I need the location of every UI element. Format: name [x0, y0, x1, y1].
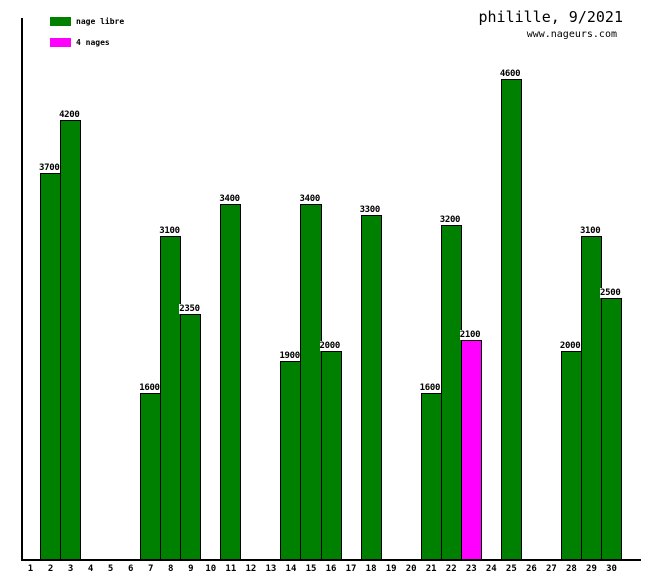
x-tick-label-25: 25	[505, 564, 517, 574]
legend: nage libre 4 nages	[50, 17, 124, 59]
x-tick-label-1: 1	[27, 564, 34, 574]
bar-day-29	[580, 236, 602, 560]
bar-day-7	[140, 393, 162, 560]
bar-day-8	[160, 236, 182, 560]
bar-value-label-day-30: 2500	[599, 288, 621, 298]
bar-day-9	[180, 314, 202, 560]
x-tick-label-14: 14	[285, 564, 297, 574]
x-tick-label-6: 6	[127, 564, 134, 574]
bar-value-label-day-2: 3700	[39, 163, 60, 173]
legend-label-nage-libre: nage libre	[76, 17, 125, 26]
x-tick-label-7: 7	[148, 564, 154, 574]
bar-value-label-day-21: 1600	[419, 383, 441, 393]
x-tick-label-29: 29	[586, 564, 597, 574]
y-axis-line	[21, 18, 23, 561]
bar-day-23	[460, 340, 482, 560]
bar-value-label-day-29: 3100	[579, 226, 601, 236]
x-tick-label-22: 22	[445, 564, 457, 574]
bar-value-label-day-3: 4200	[59, 110, 80, 120]
legend-swatch-magenta	[50, 38, 71, 47]
watermark-url: www.nageurs.com	[526, 29, 617, 40]
legend-item-4-nages: 4 nages	[50, 38, 124, 47]
x-tick-label-26: 26	[525, 564, 537, 574]
x-tick-label-30: 30	[606, 564, 617, 574]
x-tick-label-15: 15	[305, 564, 317, 574]
bar-value-label-day-23: 2100	[459, 330, 481, 340]
x-tick-label-8: 8	[168, 564, 174, 574]
x-tick-label-9: 9	[188, 564, 194, 574]
bar-value-label-day-22: 3200	[439, 215, 461, 225]
bar-day-11	[220, 204, 242, 560]
bar-day-14	[280, 361, 302, 560]
x-tick-label-18: 18	[365, 564, 377, 574]
x-tick-label-2: 2	[47, 564, 54, 574]
x-tick-label-23: 23	[465, 564, 477, 574]
x-tick-label-10: 10	[205, 564, 217, 574]
x-tick-label-16: 16	[325, 564, 337, 574]
bar-value-label-day-9: 2350	[179, 304, 200, 314]
x-tick-label-17: 17	[345, 564, 357, 574]
bar-day-3	[60, 120, 82, 560]
bar-day-16	[320, 351, 342, 560]
bar-day-25	[500, 79, 522, 560]
chart-title: philille, 9/2021	[478, 8, 624, 26]
bar-value-label-day-16: 2000	[319, 341, 340, 351]
bar-day-22	[440, 225, 462, 560]
bar-value-label-day-7: 1600	[139, 383, 160, 393]
bar-day-28	[560, 351, 582, 560]
bar-day-18	[360, 215, 382, 560]
x-tick-label-13: 13	[265, 564, 277, 574]
bar-day-21	[420, 393, 442, 560]
bar-value-label-day-14: 1900	[279, 351, 300, 361]
x-tick-label-12: 12	[245, 564, 257, 574]
bar-value-label-day-11: 3400	[219, 194, 240, 204]
x-tick-label-20: 20	[405, 564, 417, 574]
x-tick-label-27: 27	[545, 564, 557, 574]
legend-label-4-nages: 4 nages	[76, 38, 110, 47]
bar-value-label-day-18: 3300	[359, 205, 381, 215]
x-axis-line	[21, 559, 641, 561]
x-tick-label-21: 21	[425, 564, 437, 574]
legend-swatch-green	[50, 17, 71, 26]
legend-item-nage-libre: nage libre	[50, 17, 124, 26]
x-tick-label-11: 11	[225, 564, 237, 574]
x-tick-label-24: 24	[485, 564, 497, 574]
bar-value-label-day-25: 4600	[499, 69, 521, 79]
x-tick-label-19: 19	[385, 564, 397, 574]
x-tick-label-4: 4	[87, 564, 94, 574]
x-tick-label-3: 3	[67, 564, 74, 574]
bar-value-label-day-15: 3400	[299, 194, 320, 204]
x-tick-label-5: 5	[107, 564, 114, 574]
bar-value-label-day-28: 2000	[559, 341, 581, 351]
bar-day-2	[40, 173, 62, 560]
bar-day-30	[600, 298, 623, 560]
bar-day-15	[300, 204, 322, 560]
x-tick-label-28: 28	[566, 564, 577, 574]
bar-value-label-day-8: 3100	[159, 226, 180, 236]
